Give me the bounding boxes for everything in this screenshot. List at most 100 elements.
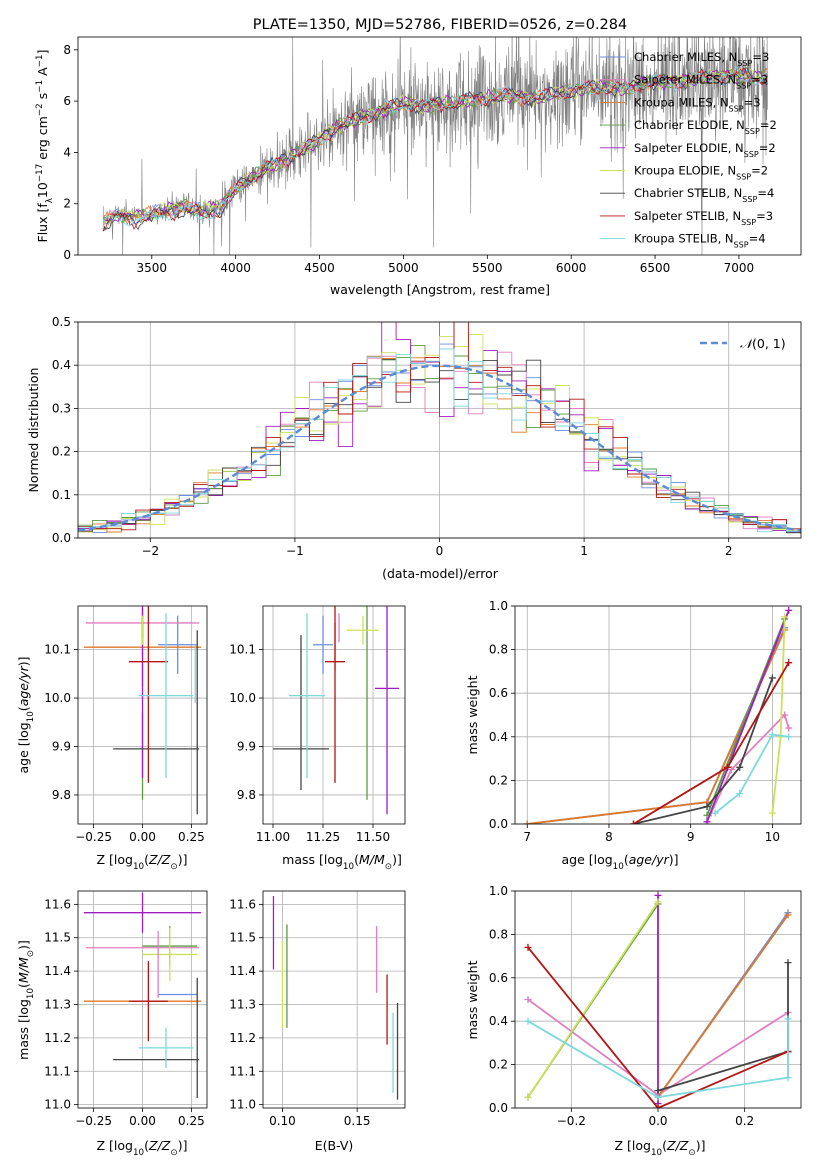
label-part: Kroupa STELIB, N [634,232,734,246]
legend-label: 𝒩(0, 1) [740,336,786,351]
y-tick-label: 11.3 [44,998,71,1012]
y-tick-label: 11.4 [229,964,256,978]
y-tick-label: 0.6 [489,971,508,985]
label-part: ⊙ [688,1148,695,1158]
mass-weight-marker [524,996,532,1003]
mass-weight-line [710,713,790,814]
mass-weight-marker [781,613,789,621]
label-part: Chabrier ELODIE, N [634,118,745,132]
label-part: )] [696,1138,706,1153]
residual-histogram [78,322,801,533]
mass-weight-line [527,629,786,824]
mass-weight-line [706,610,790,823]
axes: 0.10 0.15 11.0 11.1 11.2 11.3 11.4 11.5 11.6 [229,890,406,1128]
label-part: Salpeter MILES, N [634,73,736,87]
y-tick-label: 11.4 [44,964,71,978]
label-part: )] [669,852,679,867]
mass-weight-line [527,627,786,824]
axes-frame [262,605,406,825]
label-part: =2 [751,164,768,178]
x-tick-label: 3500 [137,261,168,275]
legend-label: Salpeter ELODIE, NSSP=2 [634,141,776,159]
residual-histogram [78,322,801,531]
mass-weight-marker [524,1017,532,1025]
label-part: Z/Z [148,1138,171,1153]
label-part: ] [35,50,50,55]
mass-weight-marker [768,674,776,682]
label-part: 10 [26,988,36,999]
axes: −2 −1 0 1 2 0.0 0.1 0.2 0.3 0.4 0.5 𝒩(0, 1) [52,315,802,558]
legend-label: Chabrier STELIB, NSSP=4 [634,186,774,204]
label-part: 10 [26,711,36,722]
y-tick-label: 11.0 [44,1098,71,1112]
label-part: ⊙ [170,1148,177,1158]
y-tick-label: 1.0 [489,599,508,613]
y-tick-label: 10.1 [229,643,256,657]
x-tick-label: 0.25 [178,830,205,844]
plot-area [272,896,399,1100]
model-fit-line [102,68,768,226]
y-tick-label: 2 [63,197,71,211]
y-tick-label: 0.2 [489,1058,508,1072]
label-part: ( [624,852,629,867]
label-part: SSP [734,240,749,249]
label-part: ⊙ [385,862,392,872]
y-tick-label: 9.9 [237,739,256,753]
label-part: ( [144,1138,149,1153]
y-tick-label: 9.8 [237,788,256,802]
mass-weight-line [633,677,774,824]
label-part: Z [log [97,1138,133,1153]
x-tick-label: 0.15 [344,1114,371,1128]
label-part: SSP [736,172,751,181]
label-part: ( [354,852,359,867]
mass-weight-marker [723,763,731,771]
label-part: Z/Z [148,852,171,867]
observed-spectrum-line [102,37,768,255]
y-tick-label: 11.6 [44,897,71,911]
x-tick-label: 5500 [472,261,503,275]
axes-frame [77,321,802,539]
mass-weight-marker [654,891,662,899]
mass-weight-marker [784,959,792,967]
y-axis-label: mass weight [465,960,480,1039]
axes: 11.00 11.25 11.50 9.8 9.9 10.0 10.1 [229,605,406,844]
legend-label: Kroupa ELODIE, NSSP=2 [634,164,768,182]
label-part: −1 [35,54,45,67]
mass-weight-marker [785,733,793,741]
y-axis-label: Normed distribution [26,368,41,493]
label-part: )] [392,852,402,867]
x-axis-label: mass [log10(M/M⊙)] [282,852,402,872]
mass-weight-marker [728,766,736,773]
label-part: Salpeter ELODIE, N [634,141,744,155]
x-axis-label: Z [log10(Z/Z⊙)] [615,1138,706,1158]
x-tick-label: 0 [436,544,444,558]
x-tick-label: 5000 [388,261,419,275]
mass-weight-marker [524,1093,532,1101]
legend-label: Kroupa MILES, NSSP=3 [634,95,761,113]
label-part: age [log [561,852,612,867]
label-part: Z [log [97,852,133,867]
mass-weight-line [657,914,789,1098]
model-fit-line [102,66,768,227]
plot-area [83,606,202,815]
axes: −0.25 0.00 0.25 11.0 11.1 11.2 11.3 11.4 11.5 11.… [44,890,208,1128]
label-part: −1 [35,80,45,93]
mass-weight-marker [784,911,792,919]
mass-weight-marker [736,763,744,771]
label-part: )] [16,940,31,950]
y-tick-label: 9.8 [52,788,71,802]
x-axis-label: age [log10(age/yr)] [561,852,678,872]
mass-weight-marker [654,1104,662,1108]
y-tick-label: 0 [63,248,71,262]
label-part: (0, 1) [752,336,786,351]
y-tick-label: 0.1 [52,488,71,502]
label-part: age [log [16,722,31,773]
x-tick-label: 11.25 [306,830,340,844]
label-part: M/M [359,852,385,867]
axes-frame [262,890,406,1109]
y-tick-label: 11.2 [229,1031,256,1045]
legend: Chabrier MILES, NSSP=3 Salpeter MILES, N S… [600,50,777,249]
y-tick-label: 10.0 [44,691,71,705]
legend-label: Chabrier MILES, NSSP=3 [634,50,769,68]
mass-weight-marker [736,789,744,797]
